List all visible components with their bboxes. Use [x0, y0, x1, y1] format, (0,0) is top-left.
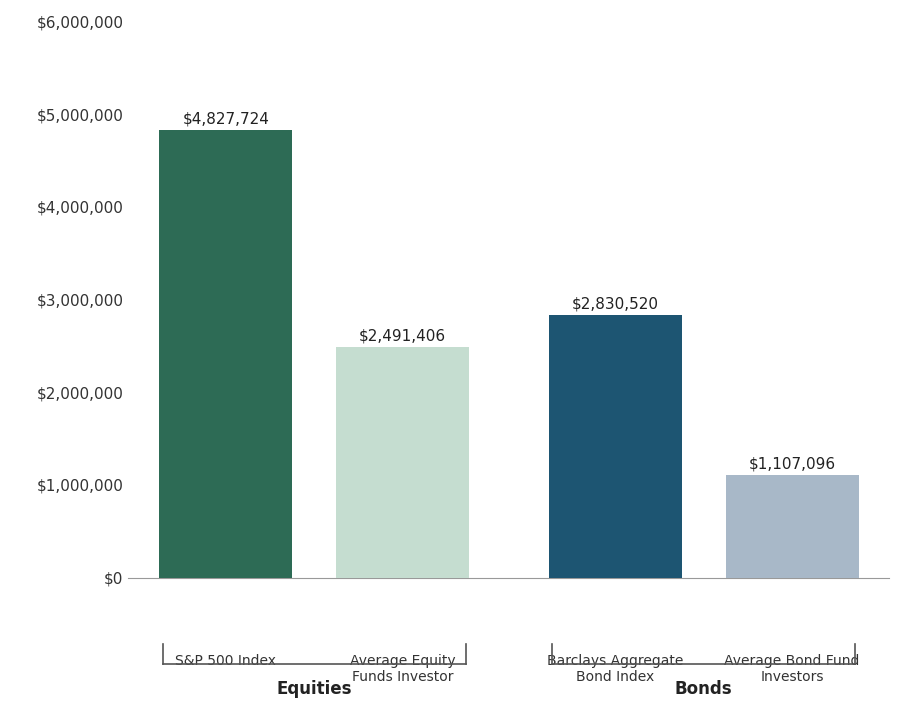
Text: $1,107,096: $1,107,096: [748, 456, 835, 471]
Text: $4,827,724: $4,827,724: [182, 112, 270, 126]
Bar: [337, 347, 470, 578]
Text: $2,491,406: $2,491,406: [359, 328, 447, 343]
Text: Equities: Equities: [277, 680, 352, 698]
Text: Bonds: Bonds: [675, 680, 733, 698]
Bar: [725, 475, 858, 578]
Text: $2,830,520: $2,830,520: [571, 297, 658, 312]
Bar: [548, 316, 681, 578]
Bar: [160, 130, 293, 578]
